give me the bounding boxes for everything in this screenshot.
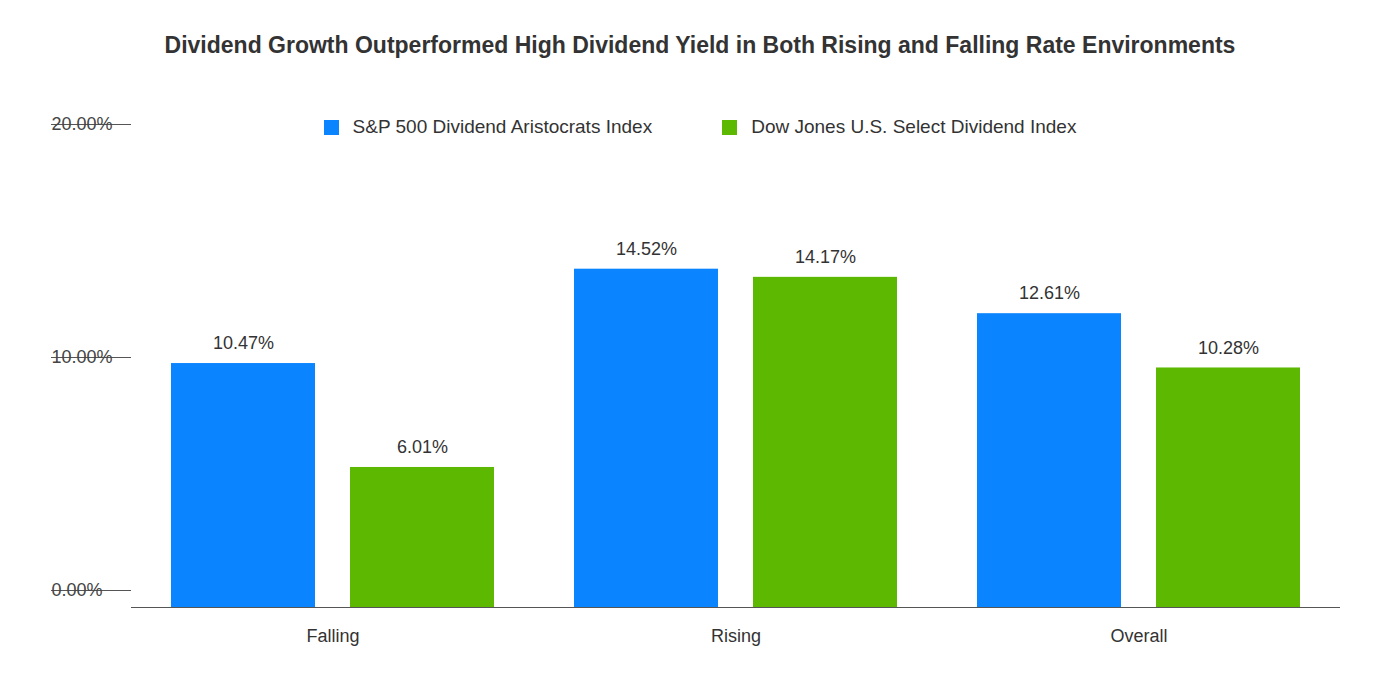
svg-text:14.52%: 14.52%	[616, 239, 677, 259]
html-text:S&P 500 Dividend Aristocrats I: S&P 500 Dividend Aristocrats Index	[352, 116, 653, 137]
html-text:Dow Jones U.S. Select Dividend: Dow Jones U.S. Select Dividend Index	[751, 116, 1077, 137]
svg-text:14.17%: 14.17%	[795, 247, 856, 267]
svg-text:10.47%: 10.47%	[213, 333, 274, 353]
svg-text:0.00%: 0.00%	[52, 580, 103, 600]
svg-text:Rising: Rising	[711, 626, 761, 646]
svg-text:12.61%: 12.61%	[1019, 283, 1080, 303]
svg-text:10.28%: 10.28%	[1198, 338, 1259, 358]
svg-text:Falling: Falling	[306, 626, 359, 646]
svg-text:10.00%: 10.00%	[52, 347, 113, 367]
svg-text:6.01%: 6.01%	[397, 437, 448, 457]
svg-text:Overall: Overall	[1110, 626, 1167, 646]
html-text:Dividend Growth Outperformed H: Dividend Growth Outperformed High Divide…	[164, 32, 1236, 58]
svg-text:20.00%: 20.00%	[52, 114, 113, 134]
